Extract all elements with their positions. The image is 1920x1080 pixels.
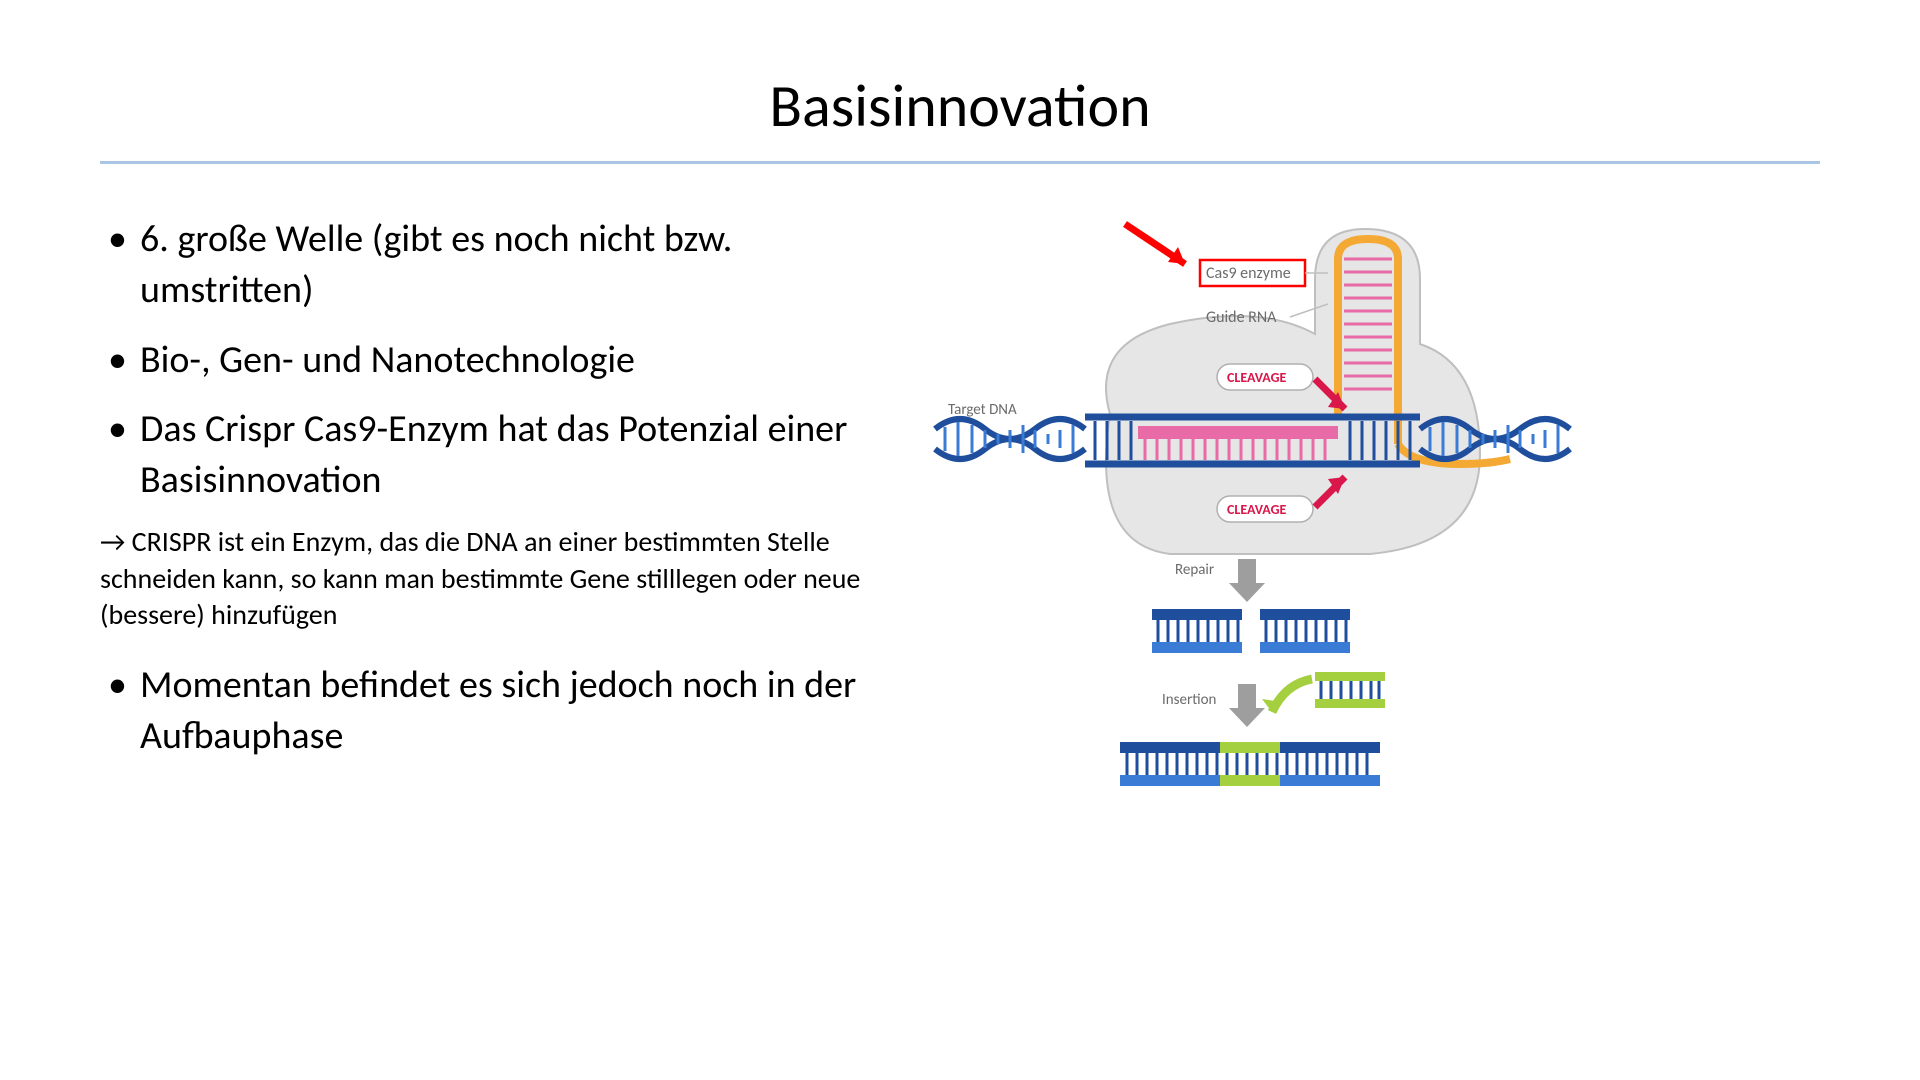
bullet-list: 6. große Welle (gibt es noch nicht bzw. …: [100, 214, 890, 506]
red-arrow-icon: [1125, 224, 1185, 264]
bullet-4: Momentan befindet es sich jedoch noch in…: [100, 660, 890, 763]
insertion-label: Insertion: [1162, 691, 1216, 709]
repair-label: Repair: [1175, 561, 1214, 579]
slide-title: Basisinnovation: [100, 70, 1820, 143]
insertion-green-arrow-icon: [1262, 679, 1312, 712]
title-rule: [100, 161, 1820, 164]
bullet-1: 6. große Welle (gibt es noch nicht bzw. …: [100, 214, 890, 317]
svg-text:CLEAVAGE: CLEAVAGE: [1227, 369, 1287, 386]
dna-fragment-left: [1152, 609, 1242, 653]
repair-arrow-icon: [1229, 559, 1265, 602]
text-column: 6. große Welle (gibt es noch nicht bzw. …: [100, 214, 890, 839]
slide: Basisinnovation 6. große Welle (gibt es …: [0, 0, 1920, 1080]
dna-fragment-right: [1260, 609, 1350, 653]
crispr-diagram: Cas9 enzyme Guide RNA: [920, 214, 1580, 834]
diagram-column: Cas9 enzyme Guide RNA: [920, 214, 1820, 839]
dna-repaired: [1120, 742, 1380, 786]
insertion-arrow-icon: [1229, 684, 1265, 727]
cleavage-badge-bottom: CLEAVAGE: [1217, 496, 1313, 522]
bullet-2: Bio-, Gen- und Nanotechnologie: [100, 335, 890, 386]
cleavage-badge-top: CLEAVAGE: [1217, 364, 1313, 390]
svg-text:CLEAVAGE: CLEAVAGE: [1227, 501, 1287, 518]
content-row: 6. große Welle (gibt es noch nicht bzw. …: [100, 214, 1820, 839]
guide-rna-label: Guide RNA: [1206, 308, 1277, 327]
sub-note: → CRISPR ist ein Enzym, das die DNA an e…: [100, 524, 890, 633]
insert-fragment: [1315, 672, 1385, 708]
cas9-label: Cas9 enzyme: [1206, 264, 1291, 283]
bullet-list-continued: Momentan befindet es sich jedoch noch in…: [100, 660, 890, 763]
bullet-3: Das Crispr Cas9-Enzym hat das Potenzial …: [100, 404, 890, 507]
